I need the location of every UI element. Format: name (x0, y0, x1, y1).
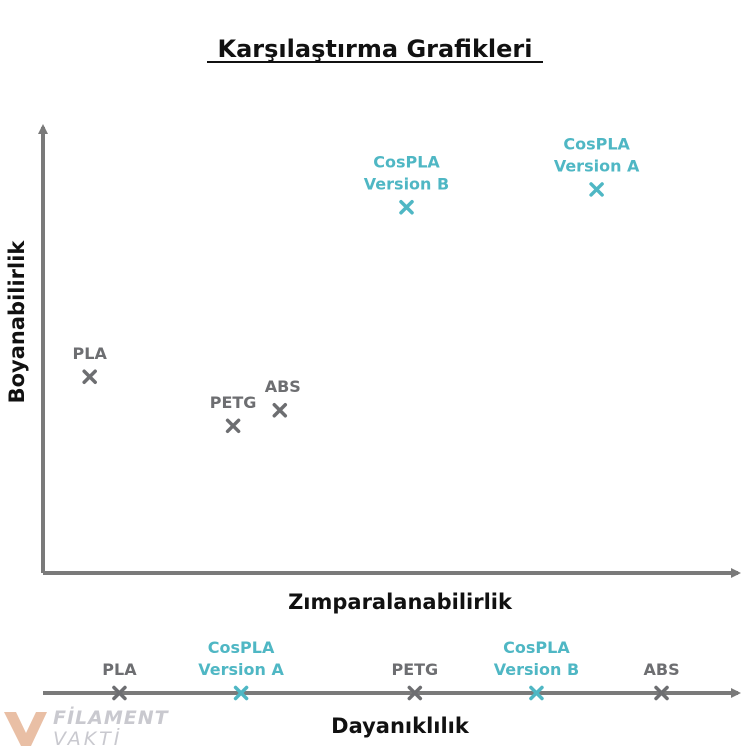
point-cospla-version-a-label-2: Version A (554, 156, 640, 175)
durability-points: PLA CosPLA Version A PETG CosPLA Version B ABS (102, 638, 680, 701)
point-cospla-version-a-label-1: CosPLA (563, 134, 630, 153)
durability-point-cospla-version-b-label-1: CosPLA (503, 638, 570, 657)
point-abs-label: ABS (265, 377, 301, 396)
scatter-points: PLA PETG ABS CosPLA Version B CosPLA Version A (73, 134, 640, 434)
point-pla-label: PLA (73, 344, 108, 363)
durability-point-abs-label: ABS (643, 660, 679, 679)
durability-point-pla-marker (112, 685, 127, 701)
point-petg-label: PETG (210, 393, 257, 412)
x-axis-label: Zımparalanabilirlik (288, 590, 513, 614)
chart-title: Karşılaştırma Grafikleri (218, 35, 533, 63)
durability-point-petg-marker (407, 685, 423, 701)
durability-point-cospla-version-a-label-1: CosPLA (208, 638, 275, 657)
durability-point-cospla-version-a-label-2: Version A (198, 660, 284, 679)
y-axis-label: Boyanabilirlik (5, 240, 29, 404)
durability-point-pla-label: PLA (102, 660, 137, 679)
point-cospla-version-b-marker (399, 200, 414, 215)
durability-axis-label: Dayanıklılık (331, 714, 470, 738)
logo-main-text: FİLAMENT (53, 705, 170, 729)
durability-point-cospla-version-b-marker (529, 685, 544, 701)
point-cospla-version-a-marker (589, 182, 604, 197)
durability-point-abs-marker (654, 685, 669, 701)
point-cospla-version-b-label-1: CosPLA (373, 152, 440, 171)
durability-point-cospla-version-b-label-2: Version B (494, 660, 579, 679)
point-pla-marker (82, 369, 97, 385)
filament-vakti-logo: FİLAMENT VAKTİ (4, 705, 170, 750)
point-abs-marker (272, 402, 288, 418)
durability-point-petg-label: PETG (391, 660, 438, 679)
durability-point-cospla-version-a-marker (233, 685, 249, 701)
logo-mark-icon (4, 712, 47, 746)
logo-sub-text: VAKTİ (53, 727, 122, 750)
point-cospla-version-b-label-2: Version B (364, 174, 449, 193)
point-petg-marker (225, 418, 241, 434)
